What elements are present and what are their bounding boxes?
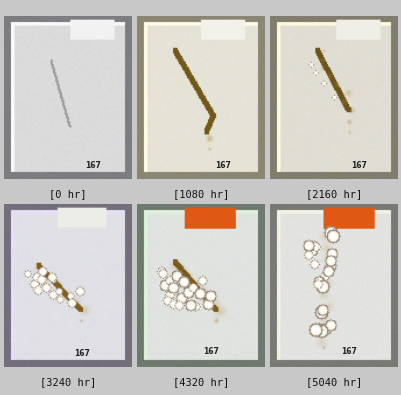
- Text: 167: 167: [85, 161, 101, 170]
- Text: [0 hr]: [0 hr]: [49, 189, 87, 199]
- Text: 167: 167: [203, 347, 219, 356]
- Text: 167: 167: [74, 349, 90, 358]
- Text: [4320 hr]: [4320 hr]: [172, 377, 229, 387]
- Text: [3240 hr]: [3240 hr]: [40, 377, 96, 387]
- Text: 167: 167: [215, 161, 231, 170]
- Text: 167: 167: [350, 161, 366, 170]
- Text: [2160 hr]: [2160 hr]: [305, 189, 361, 199]
- Text: [1080 hr]: [1080 hr]: [172, 189, 229, 199]
- Text: [5040 hr]: [5040 hr]: [305, 377, 361, 387]
- Text: 167: 167: [340, 347, 356, 356]
